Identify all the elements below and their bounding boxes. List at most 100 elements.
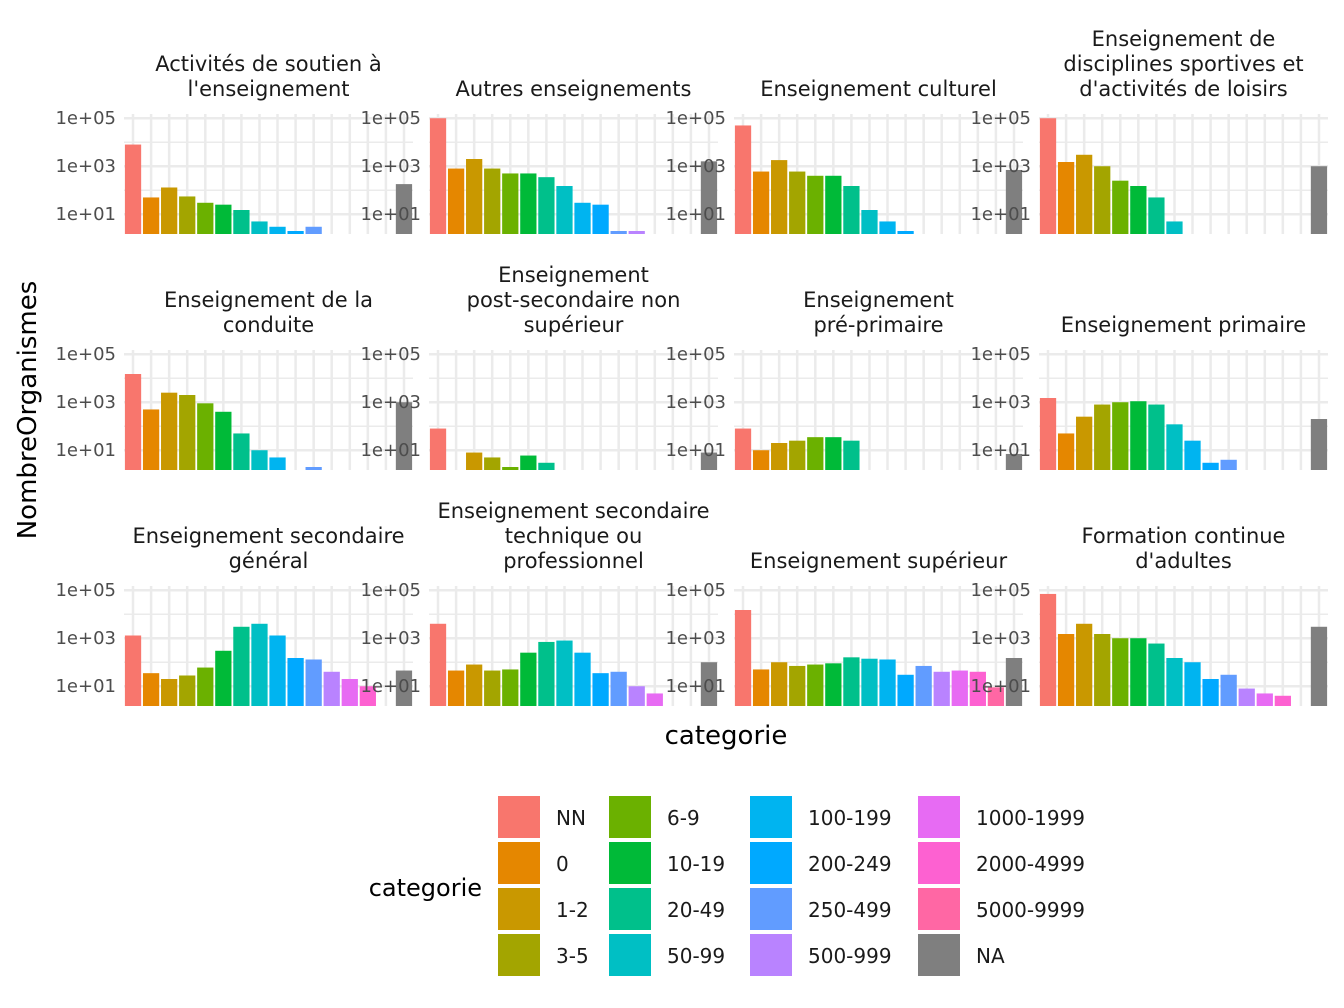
legend-key: [750, 888, 792, 930]
bar: [161, 679, 178, 706]
y-tick-label: 1e+05: [55, 344, 116, 365]
bar: [520, 455, 537, 470]
bar: [843, 186, 860, 234]
bar: [807, 437, 824, 470]
bar: [915, 665, 932, 706]
bar: [447, 670, 465, 706]
bar: [861, 658, 878, 706]
facet-panel: 1e+01 1e+03 1e+05 Enseignement secondairete…: [360, 499, 718, 706]
y-tick-label: 1e+05: [360, 344, 421, 365]
y-tick-label: 1e+01: [665, 676, 726, 697]
bar: [520, 652, 537, 706]
facet-panel: 1e+01 1e+03 1e+05 Activités de soutien àl'e…: [55, 52, 413, 234]
bar: [825, 437, 842, 470]
bar: [124, 144, 142, 234]
legend-key: [498, 842, 540, 884]
bar: [161, 187, 178, 234]
bar: [179, 395, 196, 470]
facet-panel: 1e+01 1e+03 1e+05 Autres enseignements: [360, 77, 718, 234]
bar: [197, 403, 214, 470]
panel-title: supérieur: [524, 313, 624, 337]
bar: [1094, 166, 1111, 234]
facet-panel: 1e+01 1e+03 1e+05 Formation continued'adult…: [970, 524, 1328, 706]
y-tick-label: 1e+01: [360, 676, 421, 697]
bar: [879, 221, 896, 234]
bar: [1130, 186, 1147, 234]
bar: [142, 673, 160, 706]
bar: [734, 125, 752, 234]
bar: [1238, 688, 1255, 706]
bar: [447, 168, 465, 234]
bar: [1039, 118, 1057, 234]
legend-label: 100-199: [808, 806, 892, 830]
legend-key: [750, 934, 792, 976]
panel-title: professionnel: [503, 549, 644, 573]
bar: [1148, 197, 1165, 234]
bar: [538, 177, 555, 234]
legend-label: 2000-4999: [976, 852, 1085, 876]
panel-title: Enseignement culturel: [760, 77, 997, 101]
y-tick-label: 1e+03: [665, 156, 726, 177]
bar: [1202, 679, 1219, 706]
bar: [1005, 169, 1023, 234]
bar: [592, 204, 609, 234]
legend-key: [498, 934, 540, 976]
bar: [1076, 416, 1093, 470]
bar: [752, 171, 770, 234]
bar: [1039, 398, 1057, 470]
legend-key: [609, 796, 651, 838]
bar: [897, 231, 914, 234]
bar: [179, 196, 196, 234]
bar: [592, 673, 609, 706]
bar: [287, 658, 304, 706]
legend-label: 10-19: [667, 852, 725, 876]
bar: [1057, 634, 1075, 706]
legend-key: [918, 888, 960, 930]
panel-title: Enseignement: [803, 288, 954, 312]
y-tick-label: 1e+03: [360, 392, 421, 413]
facet-panel: 1e+01 1e+03 1e+05 Enseignement culturel: [665, 77, 1023, 234]
bar: [574, 652, 591, 706]
bar: [789, 171, 806, 234]
bar: [789, 665, 806, 706]
legend-title: categorie: [369, 874, 482, 902]
panel-title: l'enseignement: [187, 77, 349, 101]
bar: [124, 635, 142, 706]
legend-key: [918, 842, 960, 884]
legend-label: 1-2: [556, 898, 589, 922]
bar: [1076, 623, 1093, 706]
y-tick-label: 1e+05: [970, 344, 1031, 365]
bar: [484, 168, 501, 234]
bar: [1094, 404, 1111, 470]
bar: [269, 226, 286, 234]
bar: [395, 184, 413, 234]
panel-title: Enseignement secondaire: [132, 524, 404, 548]
bar: [1112, 402, 1129, 470]
legend-label: 500-999: [808, 944, 892, 968]
legend-label: NN: [556, 806, 586, 830]
bar: [752, 669, 770, 706]
bar: [1112, 638, 1129, 706]
legend-key: [750, 796, 792, 838]
legend: categorie NN 0 1-2 3-5 6-9 10-19 20-49 50-99 100…: [369, 796, 1085, 976]
panel-title: post-secondaire non: [467, 288, 681, 312]
bar: [341, 679, 358, 706]
bar: [1057, 162, 1075, 234]
bar: [429, 623, 447, 706]
panel-title: d'activités de loisirs: [1079, 77, 1287, 101]
panel-title: général: [229, 549, 309, 573]
y-tick-label: 1e+05: [665, 344, 726, 365]
bar: [897, 674, 914, 706]
bar: [700, 662, 718, 706]
bar: [1310, 626, 1328, 706]
bar: [933, 671, 950, 706]
bar: [734, 610, 752, 706]
bar: [359, 686, 376, 706]
bar: [556, 186, 573, 234]
y-tick-label: 1e+01: [360, 204, 421, 225]
bar: [1256, 693, 1273, 706]
panel-title: Formation continue: [1082, 524, 1286, 548]
panel-title: conduite: [223, 313, 314, 337]
